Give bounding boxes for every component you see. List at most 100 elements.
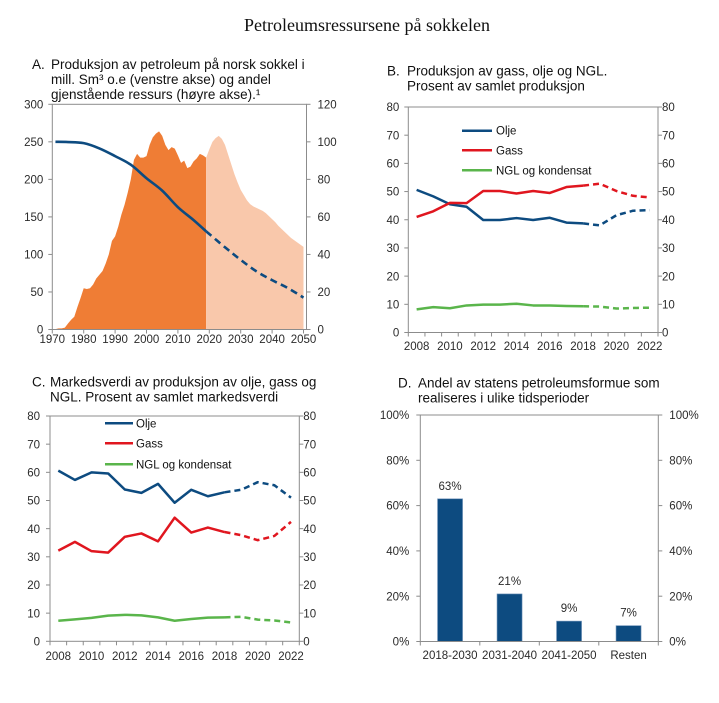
panel-title-line: NGL. Prosent av samlet markedsverdi [50,390,278,405]
y-right-tick-label: 40% [669,546,692,558]
y-left-tick-label: 40% [386,546,409,558]
bar-value-label: 7% [620,608,637,620]
x-tick-label: 2010 [437,341,463,353]
bar-value-label: 63% [439,481,462,493]
y-right-tick-label: 20% [669,591,692,603]
legend-label: Gass [496,145,523,157]
panel-d: D. Andel av statens petroleumsformue somr… [380,376,699,662]
y-left-tick-label: 0% [393,637,410,649]
x-tick-label: 2014 [504,341,530,353]
x-tick-label: 2016 [537,341,563,353]
panel-letter: D. [398,376,412,391]
y-left-tick-label: 80% [386,455,409,467]
axes: 0 10 20 30 40 50 60 70 80 0 10 20 30 40 50 60 70 80 2008 20… [27,411,316,663]
y-right-tick-label: 60 [318,212,331,224]
x-tick-label: 2041-2050 [542,650,597,662]
y-left-tick-label: 20 [27,580,40,592]
x-tick-label: 1970 [40,334,66,346]
x-tick-label: 1990 [102,334,128,346]
panel-title-line: Produksjon av petroleum på norsk sokkel … [51,57,305,72]
line-olje [416,188,584,225]
bar [496,593,523,642]
x-tick-label: Resten [610,650,646,662]
panel-title-line: realiseres i ulike tidsperioder [418,390,590,405]
y-left-tick-label: 40 [27,524,40,536]
line-olje-projection [224,480,292,499]
y-right-tick-label: 10 [303,608,316,620]
y-left-tick-label: 50 [31,287,44,299]
y-right-tick-label: 60% [669,501,692,513]
bar [437,498,463,642]
y-right-tick-label: 0 [662,328,668,340]
y-left-tick-label: 100 [24,250,43,262]
panel-letter: B. [387,64,400,79]
y-right-tick-label: 80 [662,102,675,114]
y-right-tick-label: 60 [303,467,316,479]
panel-letter: A. [32,57,45,72]
bar-value-label: 9% [561,603,578,615]
y-left-tick-label: 0 [34,636,40,648]
x-tick-label: 2040 [259,334,285,346]
bar-value-label: 21% [498,576,521,588]
legend-label: NGL og kondensat [136,459,232,471]
x-tick-label: 2010 [165,334,191,346]
y-right-tick-label: 0% [669,637,686,649]
x-tick-label: 2012 [470,341,496,353]
x-tick-label: 2018-2030 [423,650,478,662]
line-remaining-resource-share-projection [205,230,305,299]
x-tick-label: 2014 [145,651,171,663]
axes: 0% 20% 40% 60% 80% 100% 0% 20% 40% 60% 80% 100% 2018… [380,410,699,662]
x-tick-label: 2012 [112,651,138,663]
series-group: 63% 21% 9% 7% [437,481,642,642]
line-olje-projection [582,208,650,227]
y-left-tick-label: 20% [386,591,409,603]
y-right-tick-label: 60 [662,159,675,171]
panel-title-line: gjenstående ressurs (høyre akse).¹ [51,87,261,102]
y-left-tick-label: 60 [27,467,40,479]
bar [615,625,642,642]
panel-title-line: Prosent av samlet produksjon [407,78,585,93]
y-left-tick-label: 70 [27,439,40,451]
y-right-tick-label: 100% [669,410,698,422]
y-left-tick-label: 250 [24,137,43,149]
area-production-projection [206,135,304,330]
y-left-tick-label: 80 [387,102,400,114]
y-right-tick-label: 40 [303,524,316,536]
x-tick-label: 2050 [291,334,317,346]
y-left-tick-label: 60 [387,159,400,171]
panel-c: C. Markedsverdi av produksjon av olje, ga… [27,375,316,663]
x-tick-label: 2031-2040 [482,650,537,662]
panel-title-line: Markedsverdi av produksjon av olje, gass… [50,375,316,390]
y-left-tick-label: 150 [24,212,43,224]
y-right-tick-label: 40 [662,215,675,227]
y-left-tick-label: 20 [387,271,400,283]
line-gass [416,184,584,219]
y-right-tick-label: 100 [318,137,337,149]
panel-title-line: mill. Sm³ o.e (venstre akse) og andel [51,72,271,87]
panel-title-line: Produksjon av gass, olje og NGL. [407,64,607,79]
y-left-tick-label: 30 [27,552,40,564]
y-right-tick-label: 80 [303,411,316,423]
y-right-tick-label: 40 [318,250,331,262]
y-right-tick-label: 70 [303,439,316,451]
y-right-tick-label: 0 [318,325,324,337]
x-tick-label: 2010 [79,651,105,663]
y-left-tick-label: 30 [387,243,400,255]
figure-title: Petroleumsressursene på sokkelen [244,15,490,35]
y-right-tick-label: 20 [318,287,331,299]
y-left-tick-label: 0 [37,325,43,337]
series-group [57,469,292,624]
legend-label: NGL og kondensat [496,165,592,177]
line-ngl-og-kondensat-projection [583,305,650,310]
y-right-tick-label: 20 [662,271,675,283]
axes: 0 10 20 30 40 50 60 70 80 0 10 20 30 40 50 60 70 80 2008 20… [387,102,675,353]
y-left-tick-label: 0 [393,328,399,340]
y-left-tick-label: 200 [24,175,43,187]
x-tick-label: 2000 [134,334,160,346]
panel-b: B. Produksjon av gass, olje og NGL.Prosen… [387,64,675,353]
y-right-tick-label: 120 [318,99,337,111]
x-tick-label: 2020 [197,334,223,346]
legend: Olje Gass NGL og kondensat [462,126,592,177]
